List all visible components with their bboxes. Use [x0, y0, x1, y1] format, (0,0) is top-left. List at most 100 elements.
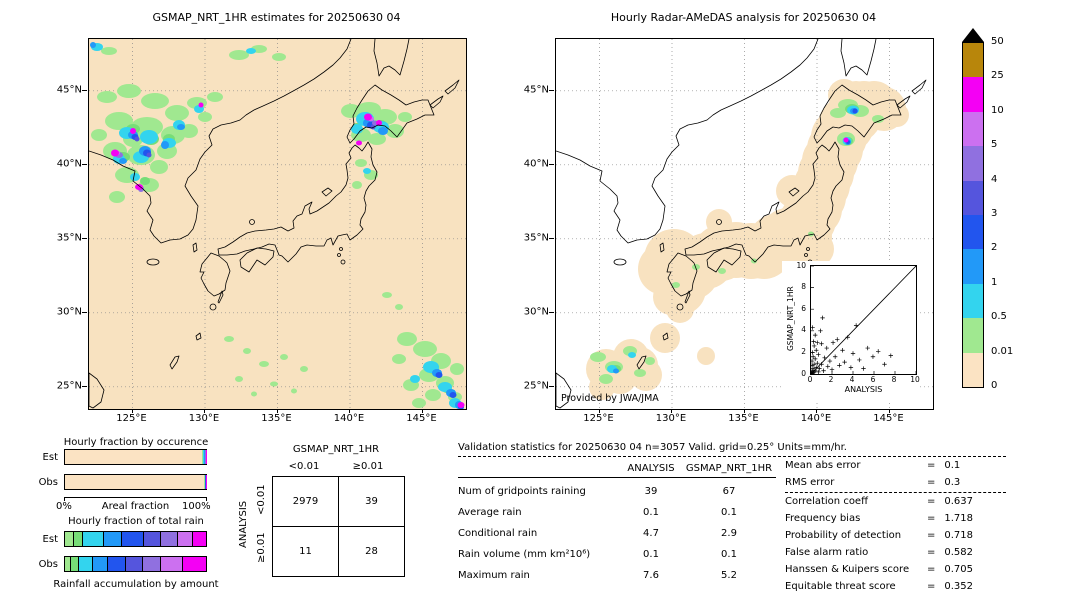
equals-sign: =	[927, 530, 936, 541]
scatter-point	[815, 340, 820, 345]
colorbar-segment	[963, 111, 983, 147]
row-analysis-value: 0.1	[643, 549, 659, 560]
colorbar-tick-label: 4	[991, 173, 998, 185]
colorbar-segment	[963, 180, 983, 216]
rain-field	[90, 42, 465, 409]
scatter-point	[816, 369, 821, 375]
bar-segment	[65, 557, 72, 571]
bar-segment	[78, 557, 94, 571]
equals-sign: =	[927, 581, 936, 592]
axis-label-0pct: 0%	[56, 501, 72, 512]
totalrain-est-label: Est	[42, 534, 58, 545]
coastlines	[89, 39, 460, 409]
scatter-point	[842, 359, 847, 365]
lon-tick-label: 140°E	[333, 413, 365, 424]
occurrence-est-label: Est	[42, 452, 58, 463]
row-analysis-value: 7.6	[643, 570, 659, 581]
colorbar-segment	[963, 43, 983, 78]
equals-sign: =	[927, 513, 936, 524]
colorbar-tick-label: 10	[991, 104, 1004, 116]
bar-segment	[161, 532, 179, 546]
lon-tick-mark	[598, 409, 600, 413]
scatter-point	[816, 352, 821, 357]
colorbar-tick-label: 50	[991, 36, 1004, 47]
colorbar-segment	[963, 318, 983, 353]
totalrain-chart-title: Hourly fraction of total rain	[68, 516, 204, 527]
bar-segment	[178, 532, 193, 546]
scatter-point	[870, 354, 876, 359]
inset-x-tick-label: 2	[828, 375, 834, 384]
bar-segment	[204, 475, 205, 489]
lat-tick-mark	[82, 237, 87, 239]
bar-segment	[192, 532, 206, 546]
inset-x-tick-label: 8	[891, 375, 897, 384]
scatter-point	[888, 353, 893, 358]
lon-tick-label: 135°E	[261, 413, 292, 424]
score-line: Equitable threat score = 0.352	[785, 581, 973, 592]
occurrence-bar-est	[64, 449, 207, 465]
scatter-point	[835, 337, 840, 342]
scatter-point	[876, 349, 881, 354]
scatter-point	[809, 358, 815, 364]
score-value: 0.3	[944, 477, 961, 488]
score-label: Correlation coeff	[785, 496, 868, 507]
bar-segment	[125, 557, 143, 571]
scatter-point	[824, 345, 829, 351]
score-value: 0.637	[944, 496, 974, 507]
contingency-col-group: GSMAP_NRT_1HR	[292, 444, 380, 455]
row-label: Average rain	[458, 507, 522, 518]
bar-segment	[183, 557, 206, 571]
lat-tick-label: 30°N	[523, 306, 549, 318]
scatter-point	[853, 323, 859, 328]
inset-y-tick-label: 8	[801, 282, 806, 292]
inset-x-tick-label: 0	[807, 375, 813, 384]
lat-tick-label: 35°N	[523, 232, 549, 244]
scatter-point	[817, 366, 822, 371]
axis-tick-left	[64, 497, 65, 501]
colorbar-segment	[963, 146, 983, 181]
score-line: RMS error = 0.3	[785, 477, 960, 488]
score-label: Frequency bias	[785, 513, 861, 524]
colorbar-segment	[963, 215, 983, 250]
lat-tick-label: 25°N	[56, 380, 82, 392]
row-gsmap-value: 67	[722, 486, 736, 497]
row-label: Maximum rain	[458, 570, 530, 581]
colorbar-segment	[963, 77, 983, 112]
right-map: GSMAP_NRT_1HR ANALYSIS 0 0 2 2 4 4 6 6 8 8 10 10 Pr…	[524, 38, 934, 424]
validation-row: Average rain 0.1 0.1	[458, 507, 776, 518]
score-label: Equitable threat score	[785, 581, 896, 592]
score-line: Mean abs error = 0.1	[785, 460, 960, 471]
bar-segment	[161, 557, 184, 571]
contingency-cell-00: 2979	[272, 476, 339, 527]
scatter-point	[810, 350, 815, 355]
colorbar-overflow-arrow	[962, 28, 984, 42]
scatter-point	[882, 362, 887, 367]
scatter-point	[827, 358, 833, 364]
occurrence-obs-label: Obs	[38, 477, 58, 488]
grid-lines	[89, 39, 466, 409]
validation-row: Conditional rain 4.7 2.9	[458, 528, 776, 539]
right-map-svg	[556, 39, 933, 409]
lon-tick-label: 135°E	[728, 413, 759, 424]
scatter-point	[820, 315, 825, 321]
bar-segment	[103, 532, 123, 546]
inset-x-axis-label: ANALYSIS	[844, 385, 883, 394]
validation-row: Maximum rain 7.6 5.2	[458, 570, 776, 581]
inset-y-tick-label: 6	[801, 303, 806, 313]
lat-tick-label: 30°N	[56, 306, 82, 318]
separator-dashed	[458, 456, 1006, 457]
score-line: Correlation coeff = 0.637	[785, 496, 973, 507]
colorbar-labels: 50 25 10 5 4 3 2 1 0.5 0.01 0	[991, 36, 1025, 391]
contingency-cell-01: 39	[338, 476, 405, 527]
contingency-row-label-0: <0.01	[256, 484, 267, 516]
totalrain-bar-est	[64, 531, 207, 547]
score-label: False alarm ratio	[785, 547, 869, 558]
scatter-point	[865, 345, 870, 351]
scatter-point	[814, 348, 819, 353]
occurrence-chart-title: Hourly fraction by occurence	[63, 437, 209, 448]
scatter-point	[814, 365, 819, 370]
bar-segment	[144, 532, 162, 546]
spacer	[458, 463, 620, 474]
equals-sign: =	[927, 460, 936, 471]
colorbar-segment	[963, 283, 983, 319]
